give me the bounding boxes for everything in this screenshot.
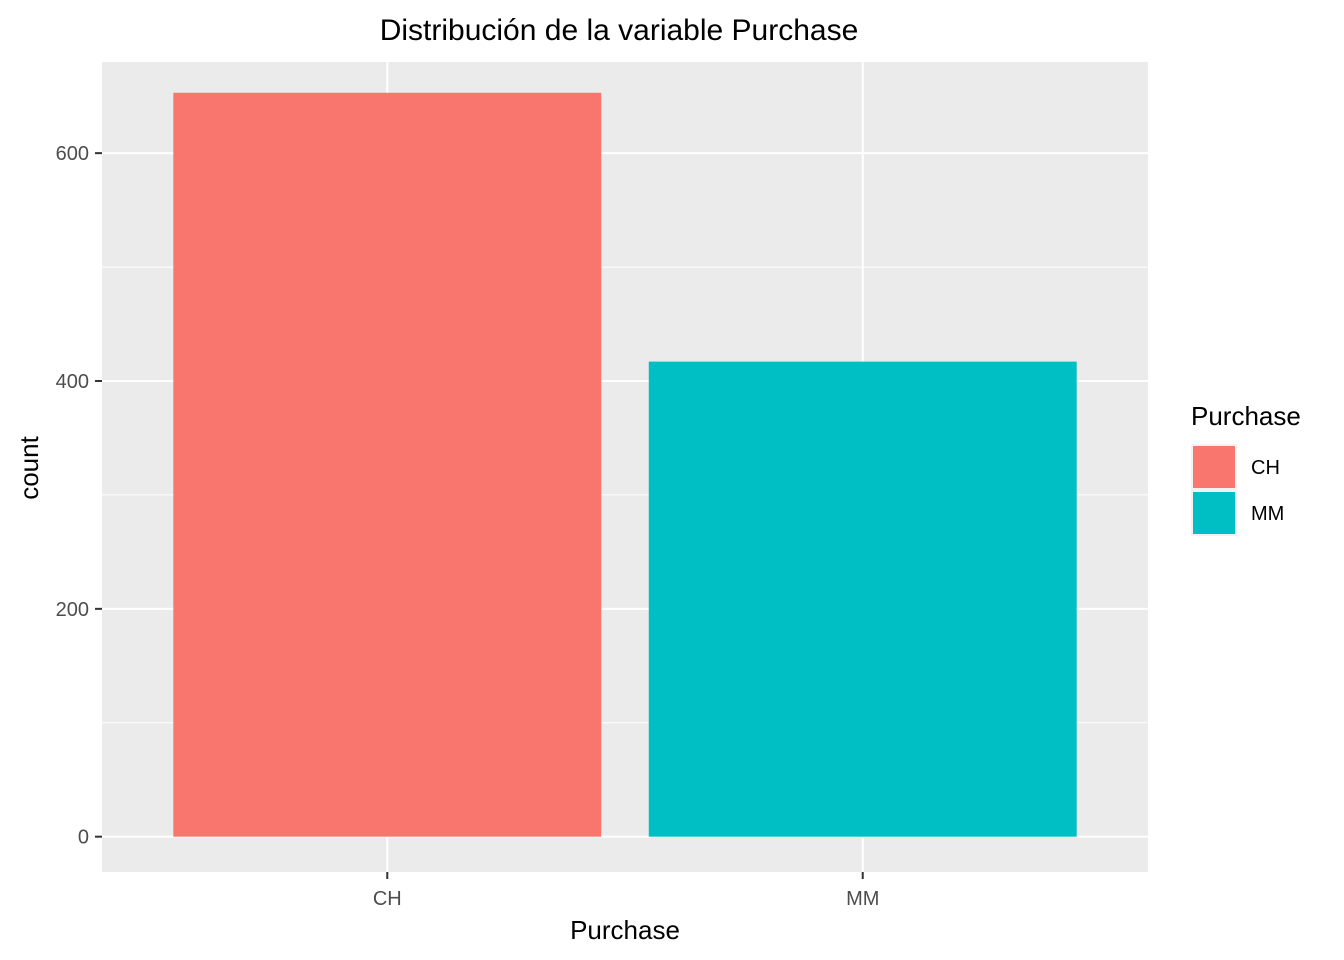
legend-label: CH	[1251, 457, 1280, 479]
legend: Purchase CH MM	[1191, 401, 1301, 536]
legend-label: MM	[1251, 503, 1284, 525]
y-tick-label: 0	[78, 827, 89, 849]
x-tick-label: CH	[373, 888, 402, 910]
legend-title: Purchase	[1191, 401, 1301, 431]
y-tick-label: 400	[56, 371, 89, 393]
x-axis-title: Purchase	[570, 915, 680, 945]
y-tick-label: 200	[56, 599, 89, 621]
legend-swatch-ch	[1193, 446, 1235, 488]
bar-ch	[173, 92, 602, 837]
bars	[173, 92, 1077, 837]
y-axis: 0 200 400 600	[56, 143, 102, 849]
legend-swatch-mm	[1193, 492, 1235, 534]
x-axis: CH MM	[373, 872, 879, 910]
x-tick-label: MM	[846, 888, 879, 910]
y-tick-label: 600	[56, 143, 89, 165]
bar-mm	[648, 361, 1077, 837]
y-axis-title: count	[14, 435, 44, 499]
chart-title: Distribución de la variable Purchase	[380, 14, 859, 47]
legend-entries: CH MM	[1191, 444, 1284, 536]
